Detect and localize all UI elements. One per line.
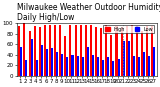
Bar <box>75 25 77 76</box>
Bar <box>146 26 148 76</box>
Bar <box>97 57 99 76</box>
Bar <box>100 28 102 76</box>
Bar <box>82 57 84 76</box>
Bar <box>23 23 25 76</box>
Bar <box>138 57 140 76</box>
Bar <box>90 25 92 76</box>
Bar <box>61 54 63 76</box>
Bar <box>44 25 46 76</box>
Bar <box>46 49 48 76</box>
Bar <box>153 47 155 76</box>
Bar <box>143 52 145 76</box>
Bar <box>80 25 82 76</box>
Bar <box>49 25 51 76</box>
Bar <box>54 25 56 76</box>
Bar <box>110 35 112 76</box>
Bar <box>72 55 74 76</box>
Bar <box>102 60 104 76</box>
Bar <box>148 56 150 76</box>
Bar <box>133 56 135 76</box>
Text: Milwaukee Weather Outdoor Humidity
Daily High/Low: Milwaukee Weather Outdoor Humidity Daily… <box>17 3 160 22</box>
Bar <box>121 27 123 76</box>
Bar <box>18 26 20 76</box>
Bar <box>31 39 33 76</box>
Bar <box>128 41 130 76</box>
Bar <box>64 36 66 76</box>
Bar <box>95 27 97 76</box>
Bar <box>131 25 133 76</box>
Bar <box>39 27 41 76</box>
Bar <box>28 31 31 76</box>
Bar <box>92 55 94 76</box>
Bar <box>116 26 117 76</box>
Legend: High, Low: High, Low <box>103 25 154 33</box>
Bar <box>117 59 120 76</box>
Bar <box>25 60 28 76</box>
Bar <box>112 61 114 76</box>
Bar <box>123 41 125 76</box>
Bar <box>69 25 72 76</box>
Bar <box>36 60 38 76</box>
Bar <box>66 57 68 76</box>
Bar <box>34 26 36 76</box>
Bar <box>136 26 138 76</box>
Bar <box>105 25 107 76</box>
Bar <box>107 57 109 76</box>
Bar <box>141 31 143 76</box>
Bar <box>41 45 43 76</box>
Bar <box>126 26 128 76</box>
Bar <box>59 25 61 76</box>
Bar <box>85 25 87 76</box>
Bar <box>151 26 153 76</box>
Bar <box>77 56 79 76</box>
Bar <box>56 52 58 76</box>
Bar <box>20 47 22 76</box>
Bar <box>51 48 53 76</box>
Bar <box>87 47 89 76</box>
